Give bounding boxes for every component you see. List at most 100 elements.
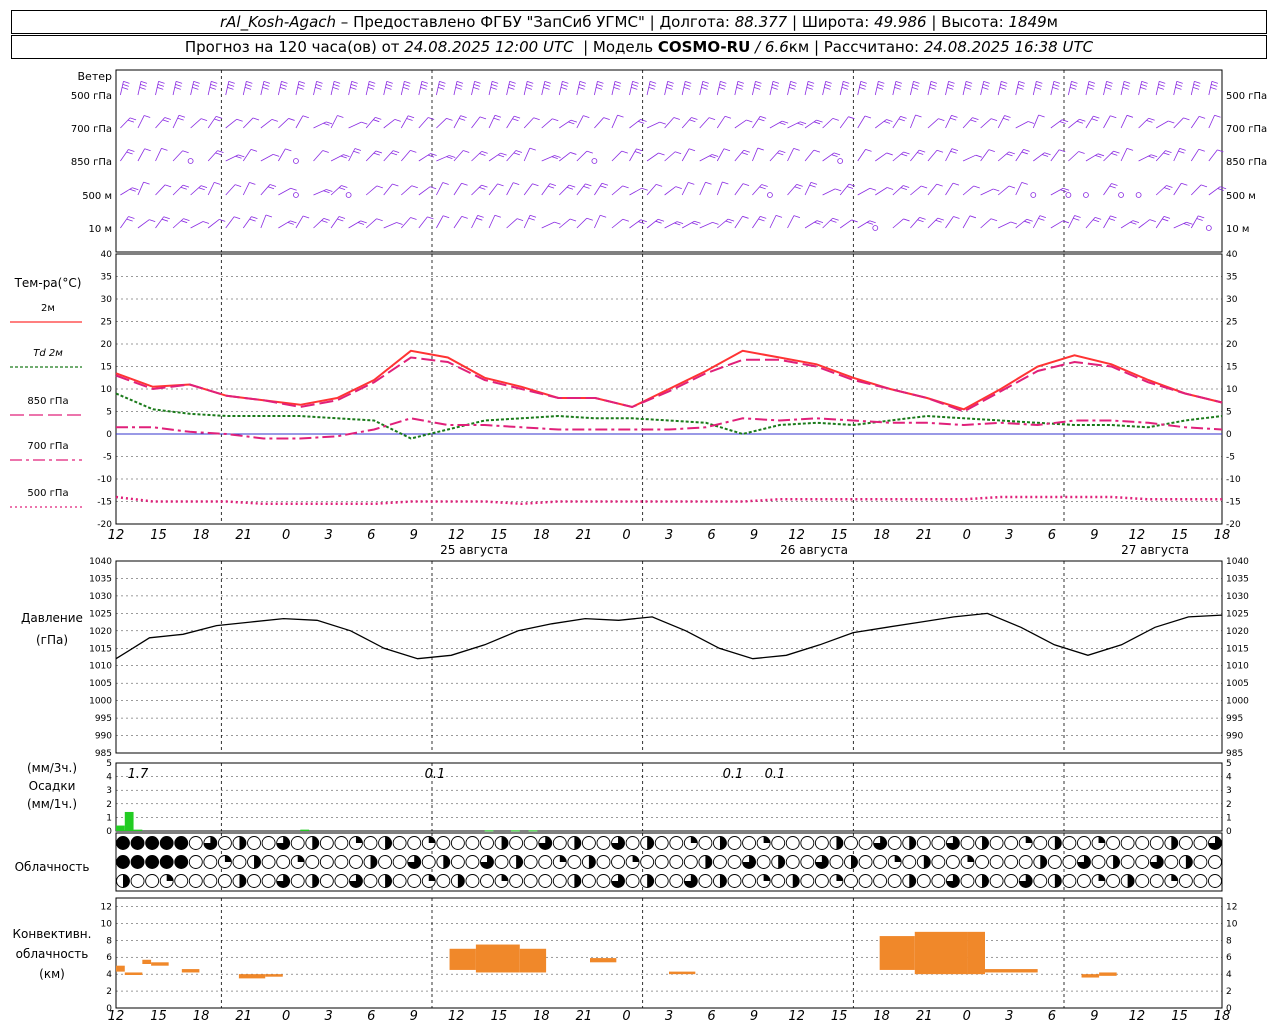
temp-tick-label: -15 <box>97 498 112 508</box>
pressure-tick-label: 985 <box>1226 749 1243 759</box>
cloud-cover-icon <box>392 836 407 850</box>
cloud-circle <box>1062 874 1077 888</box>
hour-label: 15 <box>150 1009 167 1024</box>
cloud-fill <box>385 874 392 888</box>
cloud-cover-icon <box>261 836 276 850</box>
cloud-cover-icon <box>232 855 247 869</box>
hour-label: 6 <box>1048 528 1056 543</box>
cloud-cover-icon <box>319 855 334 869</box>
wind-barb <box>558 81 563 96</box>
wind-barb <box>1138 154 1152 162</box>
wind-barb-flag <box>1076 120 1084 124</box>
cloud-circle <box>1047 855 1062 869</box>
wind-barb <box>155 184 166 196</box>
wind-barb-flag <box>586 150 593 154</box>
precip-tick-label: 1 <box>1226 813 1232 823</box>
wind-barb-flag <box>830 220 837 223</box>
temp-panel-title: Тем-ра(°C) <box>14 276 82 290</box>
wind-barb <box>664 221 678 229</box>
precip-panel-frame <box>115 762 1223 832</box>
wind-barb-flag <box>596 83 603 87</box>
wind-barb-flag <box>988 149 995 153</box>
resolution-value: / 6.6 <box>750 38 789 56</box>
cloud-cover-icon <box>1178 836 1193 850</box>
wind-barb-flag <box>666 83 674 87</box>
wind-barb-flag <box>250 148 258 152</box>
wind-barb-flag <box>158 80 165 84</box>
wind-barb-flag <box>586 217 593 221</box>
cloud-fill <box>1127 874 1135 888</box>
wind-barb-flag <box>779 150 786 154</box>
wind-barb <box>629 148 637 162</box>
cloud-circle <box>1062 855 1077 869</box>
wind-barb-flag <box>1110 215 1117 219</box>
conv-title-2: облачность <box>16 947 89 961</box>
cloud-circle <box>1077 836 1091 850</box>
cloud-cover-icon <box>188 855 203 869</box>
cloud-cover-icon <box>319 874 334 888</box>
wind-barb-flag <box>533 117 540 121</box>
wind-barb-flag <box>719 83 726 87</box>
wind-barb-flag <box>473 86 480 90</box>
wind-barb-flag <box>421 80 429 84</box>
pressure-tick-label: 1010 <box>89 662 112 672</box>
wind-barb <box>1120 220 1134 229</box>
wind-barb-flag <box>463 150 470 153</box>
cloud-circle <box>1208 855 1222 869</box>
wind-barb-flag <box>816 220 824 224</box>
cloud-circle <box>334 874 349 888</box>
wind-barb-flag <box>393 150 400 154</box>
cloud-cover-icon <box>1178 855 1193 869</box>
wind-barb <box>875 119 887 129</box>
wind-barb <box>453 81 458 96</box>
wind-barb-flag <box>527 80 534 84</box>
precip-bar <box>124 811 134 831</box>
precip-tick-label: 4 <box>106 773 112 783</box>
wind-barb <box>172 184 184 196</box>
temp-tick-label: 40 <box>101 250 113 260</box>
wind-barb-flag <box>947 83 955 87</box>
conv-tick-label: 10 <box>101 919 113 929</box>
cloud-fill <box>574 836 581 850</box>
wind-barb-flag <box>758 218 765 222</box>
wind-barb <box>559 119 572 129</box>
wind-barb-flag <box>144 115 151 118</box>
wind-barb-flag <box>279 86 287 90</box>
cloud-panel-title: Облачность <box>15 860 90 874</box>
wind-barb-flag <box>127 119 135 123</box>
cloud-circle <box>392 855 407 869</box>
cloud-cover-icon <box>159 855 174 869</box>
cloud-cover-icon <box>698 874 713 888</box>
wind-barb <box>1173 183 1182 196</box>
wind-barb-flag <box>848 183 856 187</box>
cloud-cover-icon <box>742 836 757 850</box>
cloud-cover-icon <box>756 855 771 869</box>
cloud-cover-icon <box>1193 836 1208 850</box>
wind-barb-flag <box>709 155 716 159</box>
wind-barb-flag <box>797 122 804 126</box>
wind-barb <box>1173 81 1178 96</box>
wind-barb <box>1085 115 1094 129</box>
cloud-cover-icon <box>902 855 917 869</box>
wind-barb <box>822 81 827 96</box>
hour-label: 12 <box>1129 1009 1146 1024</box>
wind-barb-flag <box>640 119 647 122</box>
wind-barb-flag <box>211 80 218 84</box>
wind-barb <box>1208 81 1213 96</box>
wind-barb-flag <box>192 86 199 90</box>
cloud-cover-icon <box>509 836 524 850</box>
wind-barb-flag <box>406 118 413 121</box>
cloud-cover-icon <box>363 836 378 850</box>
wind-barb-flag <box>566 186 574 190</box>
cloud-circle <box>814 874 829 888</box>
precip-tick-label: 2 <box>106 800 112 810</box>
wind-barb-flag <box>1071 80 1078 84</box>
cloud-cover-icon <box>1120 836 1135 850</box>
wind-barb-flag <box>1027 121 1035 124</box>
day-label: 27 августа <box>1121 543 1189 557</box>
wind-barb-flag <box>846 186 854 189</box>
wind-barb-flag <box>407 115 415 119</box>
conv-tick-label: 10 <box>1226 919 1238 929</box>
pressure-tick-label: 1015 <box>89 644 112 654</box>
wind-barb <box>295 115 304 129</box>
